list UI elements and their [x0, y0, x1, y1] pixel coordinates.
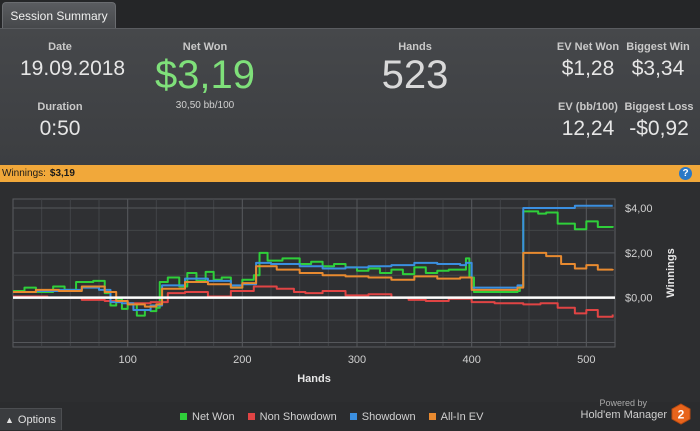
x-tick-label: 500: [577, 354, 595, 366]
options-label: Options: [17, 414, 56, 426]
legend-label: Showdown: [361, 411, 416, 423]
tab-session-summary[interactable]: Session Summary: [2, 2, 116, 28]
biggest-win-label: Biggest Win: [626, 41, 690, 53]
ev-net-won-value: $1,28: [561, 57, 615, 80]
ev-bb100-value: 12,24: [561, 117, 615, 140]
session-summary-panel: Date 19.09.2018 Duration 0:50 Net Won $3…: [0, 28, 700, 165]
holdem-manager-logo-icon: 2: [671, 403, 691, 425]
legend-item-showdown[interactable]: Showdown: [349, 411, 416, 423]
help-icon[interactable]: ?: [679, 167, 692, 180]
legend-item-non-showdown[interactable]: Non Showdown: [247, 411, 337, 423]
date-label: Date: [48, 41, 72, 53]
x-tick-label: 100: [118, 354, 136, 366]
x-tick-label: 200: [233, 354, 251, 366]
legend-swatch: [180, 413, 187, 420]
winnings-chart: 100 200 300 400 500 $4,00 $2,00 $0,00 Hands Winni…: [12, 198, 677, 385]
hands-stat: Hands 523: [360, 41, 470, 98]
legend-swatch: [428, 413, 436, 420]
ev-net-won-label: EV Net Won: [556, 41, 620, 53]
y-tick-label: $2,00: [625, 248, 653, 260]
y-axis-label: Winnings: [665, 248, 677, 297]
biggest-win-value: $3,34: [631, 57, 685, 80]
tab-bar: Session Summary: [0, 0, 700, 28]
legend-label: Non Showdown: [259, 411, 337, 423]
legend-swatch: [349, 413, 357, 420]
winnings-label: Winnings:: [2, 168, 46, 179]
x-tick-label: 300: [348, 354, 366, 366]
x-tick-label: 400: [462, 354, 480, 366]
net-won-label: Net Won: [182, 41, 228, 53]
net-won-stat: Net Won $3,19 30,50 bb/100: [140, 41, 270, 111]
y-tick-label: $0,00: [625, 293, 653, 305]
biggest-win-stat: Biggest Win $3,34: [622, 41, 694, 81]
net-won-value: $3,19: [154, 53, 256, 97]
biggest-loss-value: -$0,92: [629, 117, 689, 140]
series-line-non-showdown: [13, 285, 614, 318]
legend-swatch: [247, 413, 255, 420]
chart-legend: Net Won Non Showdown Showdown All-In EV: [180, 411, 493, 425]
bb100-value: 30,50 bb/100: [175, 100, 235, 111]
winnings-amount: $3,19: [49, 168, 75, 179]
ev-bb100-stat: EV (bb/100) 12,24: [552, 101, 624, 141]
logo-number: 2: [678, 408, 685, 422]
legend-item-net-won[interactable]: Net Won: [180, 411, 235, 423]
powered-by-text: Powered by: [599, 398, 647, 408]
winnings-chart-area: 100 200 300 400 500 $4,00 $2,00 $0,00 Hands Winni…: [0, 182, 700, 402]
duration-label: Duration: [37, 101, 83, 113]
legend-item-all-in-ev[interactable]: All-In EV: [428, 411, 484, 423]
ev-bb100-label: EV (bb/100): [558, 101, 618, 113]
hands-label: Hands: [398, 41, 432, 53]
options-button[interactable]: ▲ Options: [0, 408, 62, 430]
winnings-bar: Winnings: $3,19 ?: [0, 165, 700, 182]
date-stat: Date 19.09.2018: [20, 41, 126, 81]
x-axis-label: Hands: [297, 373, 331, 385]
duration-stat: Duration 0:50: [20, 101, 100, 141]
legend-label: Net Won: [192, 411, 235, 423]
chevron-up-icon: ▲: [5, 415, 14, 425]
y-tick-label: $4,00: [625, 203, 653, 215]
ev-net-won-stat: EV Net Won $1,28: [552, 41, 624, 81]
brand-name: Hold'em Manager: [580, 409, 667, 421]
hands-value: 523: [381, 53, 449, 97]
biggest-loss-label: Biggest Loss: [624, 101, 694, 113]
duration-value: 0:50: [39, 117, 81, 140]
legend-label: All-In EV: [440, 411, 484, 423]
series-line-all-in-ev: [13, 251, 614, 308]
biggest-loss-stat: Biggest Loss -$0,92: [620, 101, 698, 141]
date-value: 19.09.2018: [20, 57, 126, 80]
